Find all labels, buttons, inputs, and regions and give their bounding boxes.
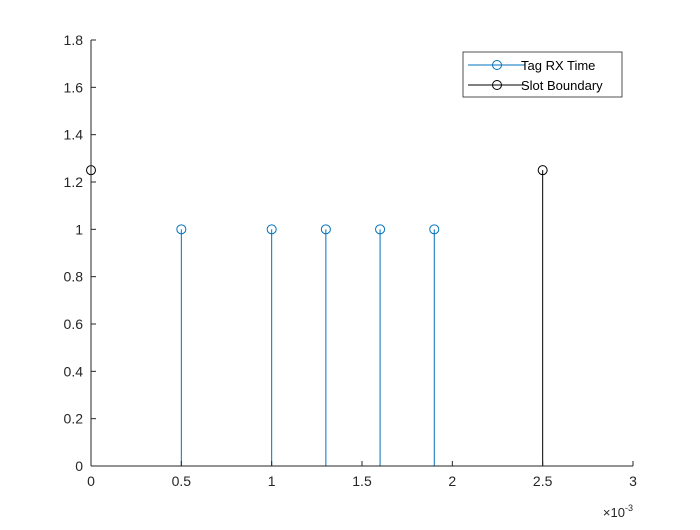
x-tick-label: 1.5 bbox=[352, 473, 372, 489]
plot-area bbox=[91, 40, 633, 466]
y-tick-label: 0.2 bbox=[64, 411, 84, 427]
x-tick-label: 2.5 bbox=[533, 473, 553, 489]
stem-marker-slot-boundary bbox=[537, 165, 548, 176]
legend-marker-slot-boundary bbox=[492, 80, 502, 90]
legend-box bbox=[462, 51, 623, 98]
x-tick-label: 1 bbox=[268, 473, 276, 489]
y-tick-label: 1.6 bbox=[64, 79, 84, 95]
legend: Tag RX Time Slot Boundary bbox=[462, 51, 623, 98]
y-tick-label: 1 bbox=[75, 221, 83, 237]
stem-marker-tag-rx-time bbox=[320, 224, 331, 235]
stem-marker-tag-rx-time bbox=[429, 224, 440, 235]
y-tick-label: 0 bbox=[75, 458, 83, 474]
y-tick-label: 1.2 bbox=[64, 174, 84, 190]
legend-label-tag-rx-time: Tag RX Time bbox=[521, 58, 595, 73]
x-tick-label: 0 bbox=[87, 473, 95, 489]
y-tick-label: 0.4 bbox=[64, 363, 84, 379]
x-tick-label: 0.5 bbox=[172, 473, 192, 489]
x-tick-label: 2 bbox=[448, 473, 456, 489]
y-tick-label: 0.6 bbox=[64, 316, 84, 332]
x-tick-label: 3 bbox=[629, 473, 637, 489]
y-tick-label: 1.4 bbox=[64, 127, 84, 143]
y-axis-ticks: 0 0.2 0.4 0.6 0.8 1 1.2 1.4 1.6 1.8 bbox=[64, 32, 96, 474]
stem-marker-tag-rx-time bbox=[375, 224, 386, 235]
legend-marker-tag-rx-time bbox=[492, 60, 502, 70]
y-tick-label: 0.8 bbox=[64, 269, 84, 285]
stem-marker-tag-rx-time bbox=[266, 224, 277, 235]
x-exponent-label: ×10-3 bbox=[603, 503, 633, 520]
y-tick-label: 1.8 bbox=[64, 32, 84, 48]
x-axis-ticks: 0 0.5 1 1.5 2 2.5 3 bbox=[87, 461, 637, 489]
legend-label-slot-boundary: Slot Boundary bbox=[521, 78, 603, 93]
stem-marker-tag-rx-time bbox=[176, 224, 187, 235]
